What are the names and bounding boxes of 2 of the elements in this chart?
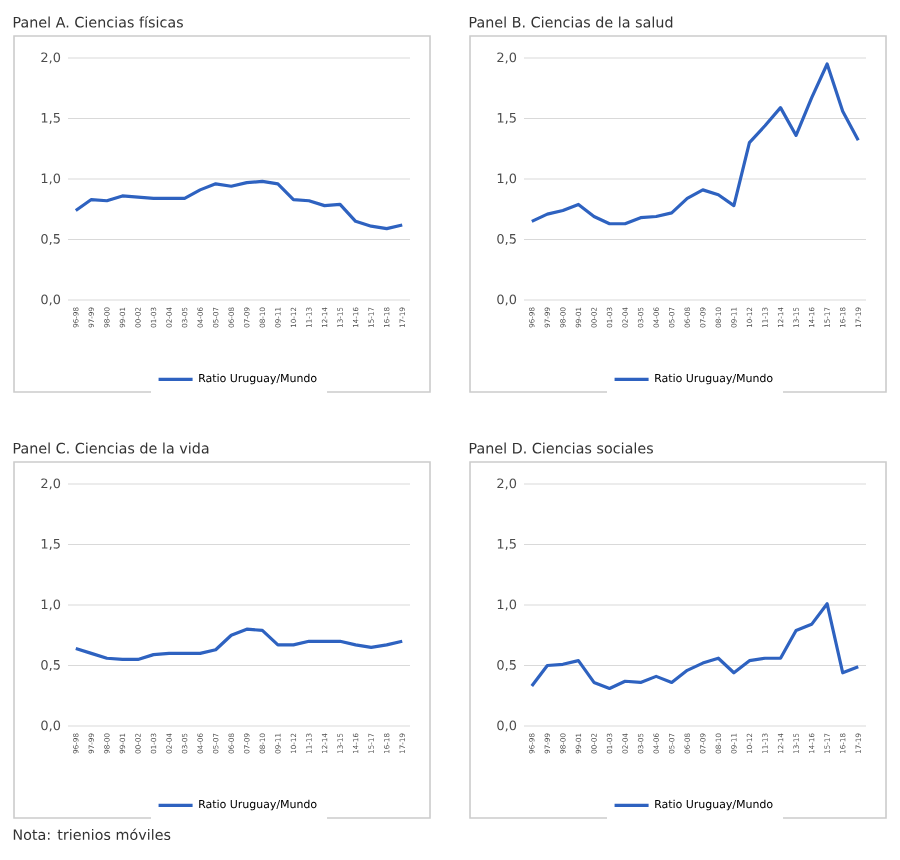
line-series [530,602,860,691]
line-series [530,62,860,226]
